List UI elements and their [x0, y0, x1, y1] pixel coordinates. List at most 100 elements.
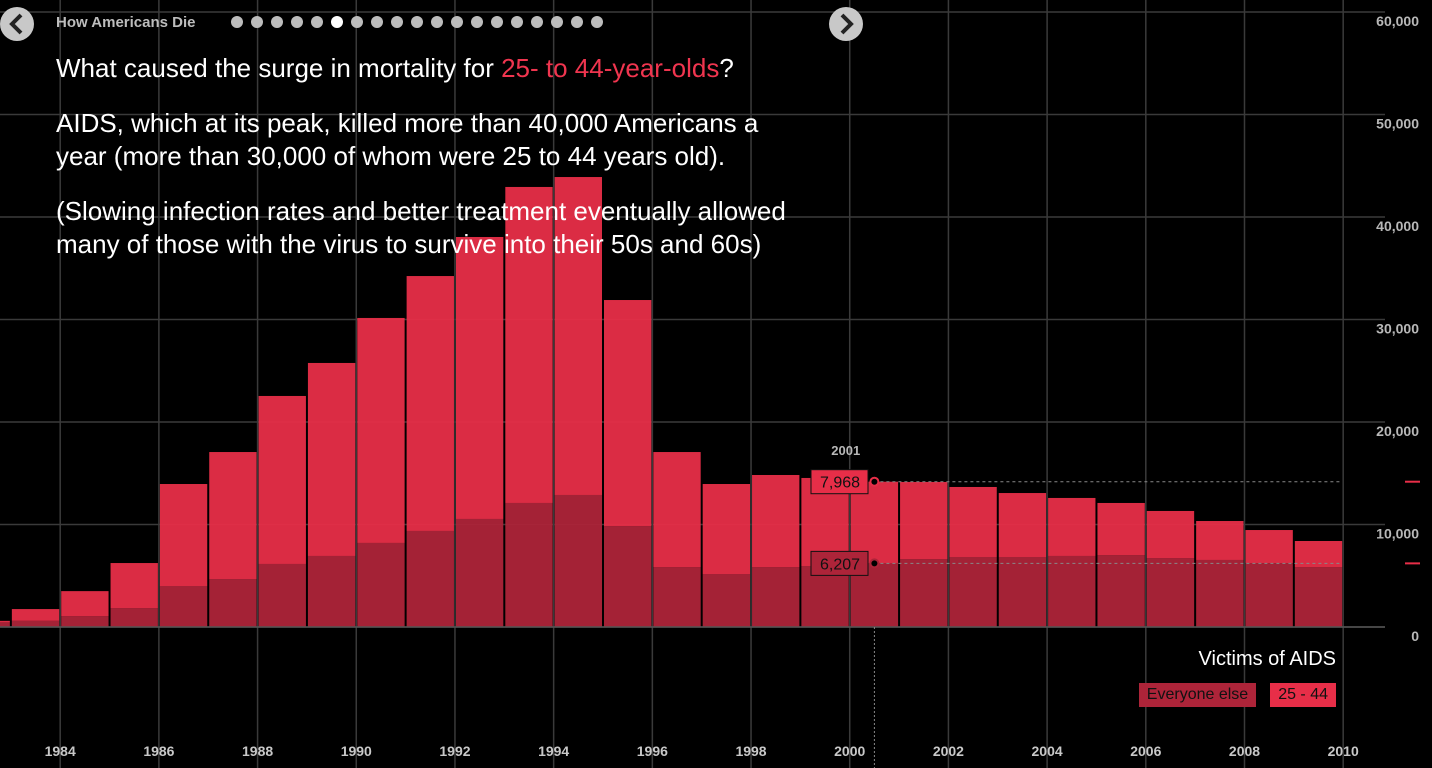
x-tick-label: 2008 — [1229, 743, 1260, 759]
bar-segment — [1294, 567, 1343, 627]
bar-segment — [110, 563, 158, 609]
bar-segment — [603, 526, 652, 627]
bar-segment — [209, 452, 257, 580]
page-dot[interactable] — [491, 16, 503, 28]
page-dot[interactable] — [471, 16, 483, 28]
question: What caused the surge in mortality for 2… — [56, 52, 816, 85]
legend-entry: Everyone else — [1138, 683, 1257, 707]
bar-segment — [1097, 502, 1145, 556]
nav-next[interactable] — [829, 7, 863, 41]
page-dot[interactable] — [531, 16, 543, 28]
bar-segment — [1146, 558, 1195, 627]
page-dot[interactable] — [391, 16, 403, 28]
bar-segment — [653, 452, 701, 568]
bar-segment — [357, 317, 405, 543]
bar-segment — [258, 563, 306, 627]
bar-segment — [998, 493, 1047, 557]
bar-segment — [0, 622, 10, 627]
page-dot[interactable] — [451, 16, 463, 28]
bar-segment — [1196, 559, 1244, 627]
bar-segment — [357, 542, 405, 627]
bar-segment — [159, 586, 208, 627]
x-tick-label: 1992 — [439, 743, 470, 759]
page-dot[interactable] — [271, 16, 283, 28]
x-tick-label: 1994 — [538, 743, 569, 759]
page-dot[interactable] — [591, 16, 603, 28]
bar-segment — [1048, 497, 1096, 556]
bar-segment — [1294, 541, 1343, 568]
legend-entry: 25 - 44 — [1270, 683, 1336, 707]
bar-segment — [505, 502, 553, 627]
page-dot[interactable] — [331, 16, 343, 28]
value-label: 7,968 — [820, 475, 860, 492]
value-label-box — [810, 469, 869, 495]
page-dot[interactable] — [431, 16, 443, 28]
question-highlight: 25- to 44-year-olds — [501, 53, 720, 83]
page-dot[interactable] — [371, 16, 383, 28]
bar-segment — [1097, 555, 1145, 627]
x-tick-label: 1988 — [242, 743, 273, 759]
question-text: ? — [719, 53, 734, 83]
bar-segment — [209, 579, 257, 627]
bar-segment — [801, 566, 849, 627]
page-dot[interactable] — [411, 16, 423, 28]
x-tick-label: 2006 — [1130, 743, 1161, 759]
overlay: 2001 6,207 7,968 — [810, 443, 1420, 768]
bar-segment — [900, 481, 948, 560]
bar-segment — [11, 609, 60, 621]
nav-next-button[interactable] — [829, 7, 863, 41]
page-dot[interactable] — [511, 16, 523, 28]
x-tick-label: 2000 — [834, 743, 865, 759]
page-dot[interactable] — [231, 16, 243, 28]
bar-segment — [653, 567, 701, 627]
bar-segment — [406, 530, 454, 627]
page-dot[interactable] — [571, 16, 583, 28]
page-dot[interactable] — [551, 16, 563, 28]
bar-segment — [455, 236, 504, 519]
value-label-box — [810, 550, 869, 576]
nav-prev-button[interactable] — [0, 7, 34, 41]
bar-segment — [603, 300, 652, 527]
bar-segment — [61, 616, 109, 627]
hover-point — [869, 476, 880, 487]
bar-segment — [850, 481, 899, 564]
page-dot[interactable] — [351, 16, 363, 28]
bar-segment — [258, 395, 306, 564]
y-tick-label: 40,000 — [1376, 218, 1419, 234]
y-tick-label: 10,000 — [1376, 526, 1419, 542]
hover-point — [869, 558, 880, 569]
question-text: What caused the surge in mortality for — [56, 53, 502, 83]
chevron — [840, 13, 854, 35]
hover-year: 2001 — [831, 443, 860, 458]
bar-segment — [0, 620, 10, 623]
bar-segment — [1146, 510, 1195, 559]
nav-prev[interactable] — [0, 7, 34, 41]
x-tick-label: 2010 — [1328, 743, 1359, 759]
bar-segment — [1196, 521, 1244, 560]
bar-segment — [505, 186, 553, 503]
bar-segment — [702, 484, 751, 575]
page-dot[interactable] — [291, 16, 303, 28]
bar-segment — [1048, 555, 1096, 627]
bar-segment — [159, 484, 208, 586]
x-tick-label: 1984 — [45, 743, 76, 759]
value-label: 6,207 — [820, 556, 860, 573]
page-dot[interactable] — [311, 16, 323, 28]
bar-segment — [1245, 563, 1293, 627]
page-dot[interactable] — [251, 16, 263, 28]
bar-segment — [307, 362, 356, 556]
chevron — [9, 13, 23, 35]
bar-segment — [1245, 530, 1293, 564]
bar-segment — [455, 518, 504, 627]
bar-segment — [61, 591, 109, 617]
bar-segment — [900, 559, 948, 627]
bar-segment — [949, 556, 997, 627]
bar-segment — [998, 556, 1047, 627]
bar-segment — [11, 620, 60, 627]
bar-segment — [554, 494, 602, 627]
bar-segment — [949, 486, 997, 557]
bar-segment — [554, 177, 602, 495]
